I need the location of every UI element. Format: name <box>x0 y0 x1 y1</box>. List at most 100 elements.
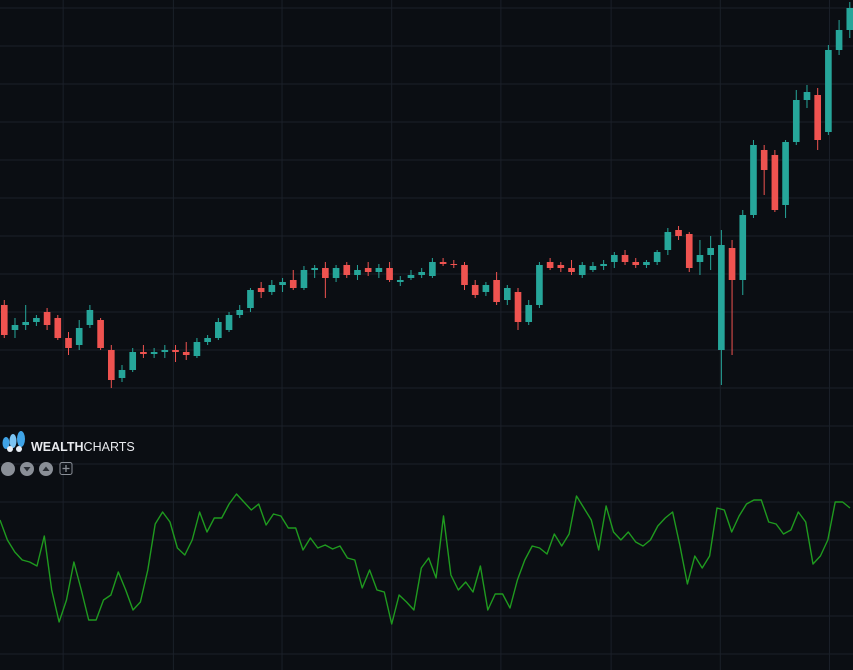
candle-body <box>54 318 62 338</box>
candle-body <box>140 352 147 354</box>
candle-body <box>11 325 19 330</box>
candle-body <box>182 352 190 355</box>
candle-body <box>364 268 372 272</box>
candle-body <box>792 100 800 142</box>
candle-body <box>685 234 693 268</box>
candle-body <box>429 262 436 276</box>
candle-body <box>225 315 233 330</box>
watermark-bold: WEALTH <box>31 440 84 454</box>
candle-body <box>718 245 725 350</box>
candle-body <box>257 288 265 292</box>
candle-body <box>268 285 276 292</box>
candle-body <box>557 265 565 268</box>
candle-body <box>771 155 779 210</box>
candle-body <box>525 305 533 322</box>
logo-shape <box>2 437 10 449</box>
candle-body <box>632 262 640 265</box>
indicator-line <box>0 493 851 625</box>
candle-body <box>825 50 832 132</box>
candle-body <box>86 310 94 325</box>
candle-body <box>215 322 222 338</box>
candle-body <box>150 352 158 354</box>
candle-body <box>43 312 51 325</box>
candle-body <box>546 262 554 268</box>
candle-body <box>279 282 286 285</box>
logo-shape <box>7 446 13 452</box>
candle-body <box>782 142 789 205</box>
plot <box>0 2 853 625</box>
logo-shape <box>16 446 22 452</box>
candle-body <box>643 262 650 265</box>
candle-body <box>578 265 586 275</box>
candle-body <box>835 30 843 50</box>
candle-body <box>482 285 490 292</box>
candle-body <box>450 264 458 265</box>
candle-body <box>161 350 169 352</box>
watermark-light: CHARTS <box>84 440 135 454</box>
candle-body <box>65 338 72 348</box>
settings-button[interactable] <box>1 462 15 476</box>
candle-body <box>814 95 821 140</box>
candle-body <box>471 285 479 295</box>
icon <box>42 466 50 471</box>
candle-body <box>22 322 30 325</box>
candle-body <box>322 268 329 278</box>
candle-body <box>514 292 522 322</box>
candle-body <box>118 370 126 378</box>
logo-shape <box>9 434 17 448</box>
candle-body <box>707 248 714 255</box>
candle-body <box>621 255 629 262</box>
candle-body <box>739 215 747 280</box>
candle-body <box>846 8 853 30</box>
candle-body <box>600 264 607 266</box>
candle-body <box>375 268 383 272</box>
logo-shape <box>17 431 25 447</box>
candle-body <box>750 145 757 215</box>
candle-body <box>289 280 297 288</box>
candle-body <box>675 230 682 236</box>
candle-body <box>439 262 447 264</box>
candle-body <box>172 350 179 352</box>
candle-body <box>193 342 201 356</box>
toolbar <box>1 462 73 476</box>
candle-body <box>97 320 104 348</box>
candle-body <box>75 328 83 345</box>
candle-body <box>332 268 340 278</box>
candle-body <box>107 350 115 380</box>
candle-body <box>354 270 361 275</box>
candle-body <box>589 266 597 270</box>
icon <box>23 467 31 472</box>
candle-body <box>33 318 40 322</box>
candle-body <box>407 275 415 278</box>
icon <box>62 465 70 472</box>
candle-body <box>728 248 736 280</box>
candle-body <box>418 272 426 275</box>
candle-body <box>247 290 254 308</box>
candle-body <box>760 150 768 170</box>
watermark: WEALTHCHARTS <box>2 431 135 454</box>
add-button[interactable] <box>59 462 73 475</box>
candle-body <box>503 288 511 300</box>
watermark-text: WEALTHCHARTS <box>31 440 135 454</box>
candle-body <box>236 310 244 315</box>
candle-body <box>611 255 618 262</box>
candle-body <box>204 338 211 342</box>
logo-icon <box>2 431 25 452</box>
candle-body <box>493 280 500 302</box>
candle-body <box>311 268 318 270</box>
candle-body <box>803 92 811 100</box>
candle-body <box>343 265 351 275</box>
candle-body <box>536 265 543 305</box>
candle-body <box>129 352 137 370</box>
candle-body <box>300 270 308 288</box>
candle-body <box>461 265 468 285</box>
candle-body <box>396 280 404 282</box>
candle-body <box>386 268 393 280</box>
candle-body <box>568 268 575 272</box>
candle-body <box>664 232 672 250</box>
candle-body <box>0 305 8 335</box>
candle-body <box>653 252 661 262</box>
